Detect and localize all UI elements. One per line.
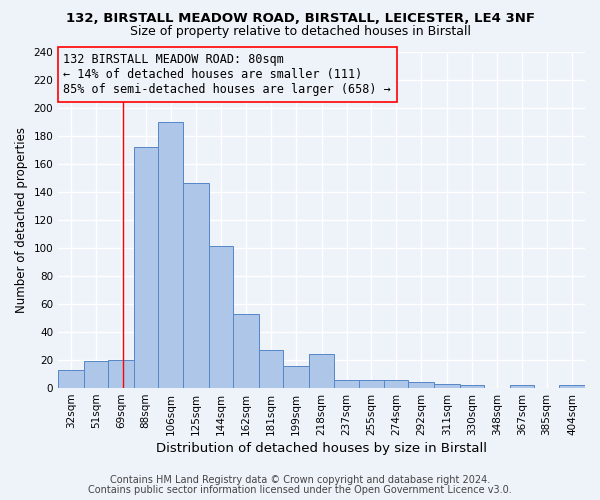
Bar [359,380,384,388]
Bar [108,360,134,388]
Bar [259,350,283,388]
Text: Size of property relative to detached houses in Birstall: Size of property relative to detached ho… [130,25,470,38]
Bar [58,370,84,388]
Bar [233,314,259,388]
Bar [509,386,534,388]
Text: 132, BIRSTALL MEADOW ROAD, BIRSTALL, LEICESTER, LE4 3NF: 132, BIRSTALL MEADOW ROAD, BIRSTALL, LEI… [65,12,535,26]
Bar [460,386,484,388]
Text: Contains HM Land Registry data © Crown copyright and database right 2024.: Contains HM Land Registry data © Crown c… [110,475,490,485]
Bar [434,384,460,388]
Bar [134,147,158,388]
X-axis label: Distribution of detached houses by size in Birstall: Distribution of detached houses by size … [156,442,487,455]
Bar [84,362,108,388]
Bar [309,354,334,388]
Bar [384,380,409,388]
Bar [209,246,233,388]
Y-axis label: Number of detached properties: Number of detached properties [15,127,28,313]
Text: Contains public sector information licensed under the Open Government Licence v3: Contains public sector information licen… [88,485,512,495]
Bar [334,380,359,388]
Bar [283,366,309,388]
Bar [409,382,434,388]
Text: 132 BIRSTALL MEADOW ROAD: 80sqm
← 14% of detached houses are smaller (111)
85% o: 132 BIRSTALL MEADOW ROAD: 80sqm ← 14% of… [64,53,391,96]
Bar [559,386,585,388]
Bar [184,184,209,388]
Bar [158,122,184,388]
